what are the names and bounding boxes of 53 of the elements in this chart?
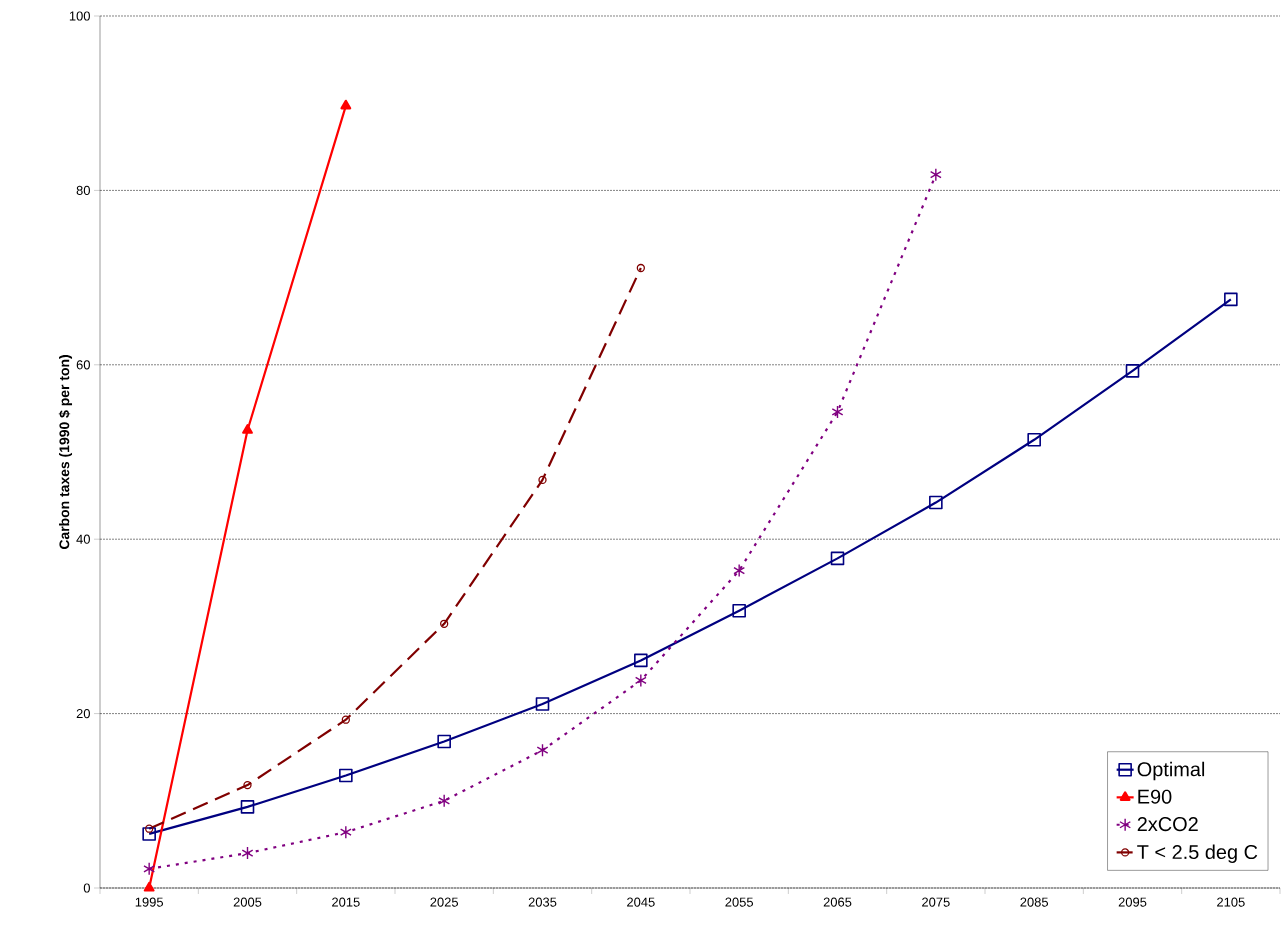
point (536, 743, 549, 757)
x-tick-label: 2085 (1020, 897, 1049, 907)
point (535, 697, 550, 711)
x-tick-label: 1995 (135, 897, 164, 907)
point (732, 603, 746, 618)
y-tick-label: 80 (76, 185, 90, 195)
legend-label: Optimal (1137, 761, 1205, 781)
x-tick-label: 2025 (430, 897, 459, 907)
point (438, 794, 451, 808)
x-tick-label: 2055 (725, 897, 754, 907)
y-tick-label: 20 (76, 709, 90, 719)
point (240, 800, 255, 814)
point (437, 734, 451, 749)
x-tick-label: 2005 (233, 897, 262, 907)
point (440, 619, 449, 628)
point (1027, 432, 1041, 447)
point (929, 168, 942, 182)
point (538, 475, 547, 485)
x-tick-label: 2045 (627, 897, 655, 907)
point (241, 846, 254, 860)
point (145, 824, 154, 833)
point (634, 673, 647, 688)
point (339, 825, 352, 839)
x-tick-label: 2035 (528, 897, 557, 907)
legend-label: E90 (1138, 789, 1172, 804)
point (143, 862, 156, 876)
point (830, 551, 845, 566)
point (340, 99, 352, 110)
x-tick-label: 2105 (1217, 897, 1245, 907)
point (242, 424, 253, 434)
legend-label: 2xCO2 (1137, 817, 1198, 832)
point (339, 768, 353, 783)
point (634, 653, 648, 668)
x-tick-label: 2065 (823, 897, 852, 907)
point (143, 881, 155, 892)
legend-label: T < 2.5 deg C (1137, 844, 1258, 864)
point (733, 563, 746, 578)
point (1224, 292, 1238, 307)
y-axis-title: Carbon taxes (1990 $ per ton) (58, 355, 73, 550)
point (929, 495, 943, 510)
y-tick-label: 40 (76, 534, 90, 544)
point (243, 780, 252, 790)
x-tick-label: 2075 (922, 897, 950, 907)
point (636, 263, 645, 273)
point (831, 405, 844, 419)
y-tick-label: 0 (83, 883, 90, 893)
y-tick-label: 100 (69, 11, 90, 21)
y-tick-label: 60 (76, 360, 90, 370)
point (142, 827, 156, 841)
point (341, 715, 350, 724)
point (1125, 364, 1140, 378)
x-tick-label: 2015 (332, 897, 360, 907)
x-tick-label: 2095 (1118, 897, 1147, 907)
